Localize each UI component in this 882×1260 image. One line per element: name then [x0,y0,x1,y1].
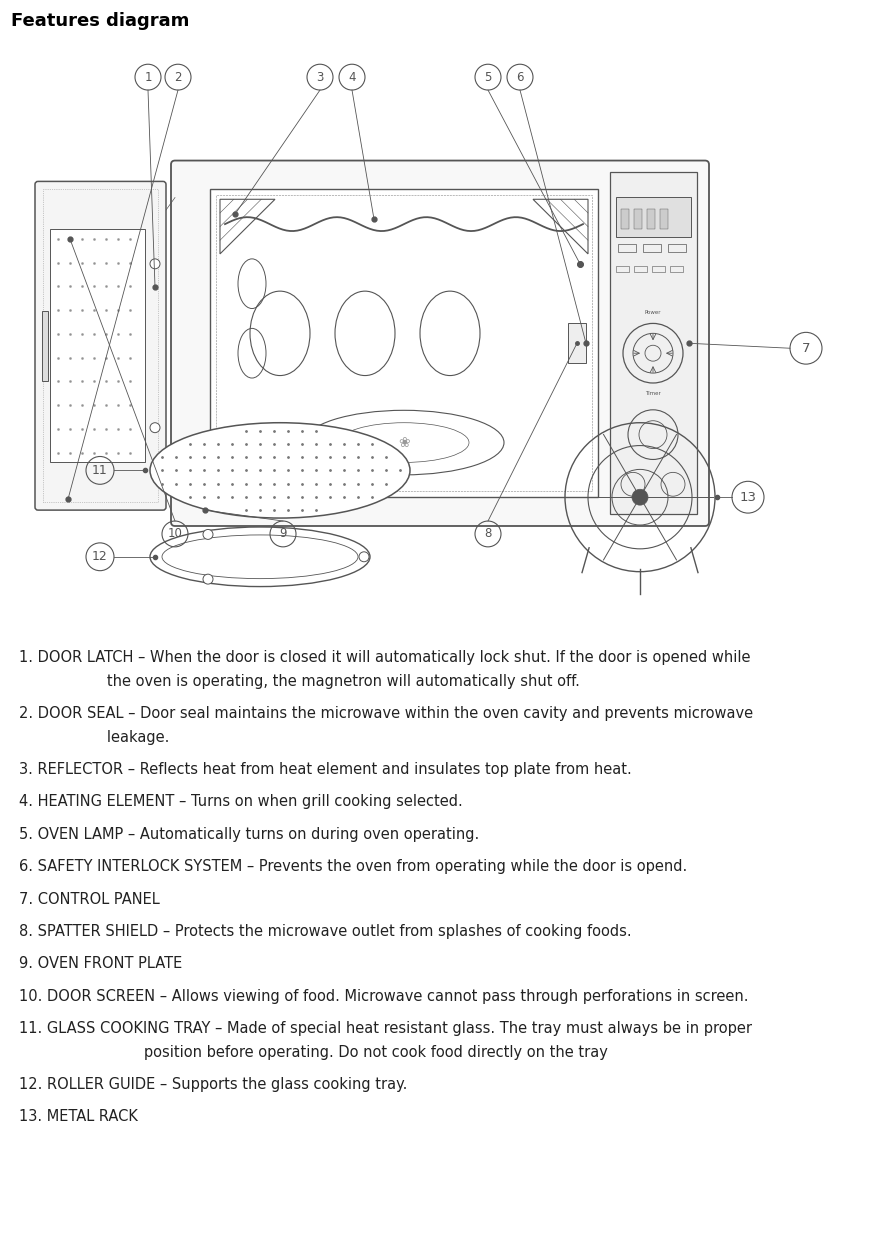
Text: 10: 10 [168,528,183,541]
Text: 7: 7 [802,341,811,355]
Text: 5: 5 [484,71,491,83]
Bar [616,198,691,237]
Bar [216,195,592,491]
Bar [618,244,636,252]
Text: 13: 13 [739,490,757,504]
Text: 3: 3 [317,71,324,83]
Text: Features diagram: Features diagram [11,11,189,30]
Text: 6: 6 [516,71,524,83]
Text: 12. ROLLER GUIDE – Supports the glass cooking tray.: 12. ROLLER GUIDE – Supports the glass co… [19,1077,407,1092]
Bar [634,266,647,272]
Circle shape [150,258,160,268]
FancyBboxPatch shape [171,160,709,525]
Text: leakage.: leakage. [19,730,169,745]
Bar [568,324,586,363]
Bar [610,173,697,514]
Text: 13. METAL RACK: 13. METAL RACK [19,1109,138,1124]
Text: 1: 1 [145,71,152,83]
Circle shape [150,422,160,432]
Bar [647,209,655,229]
Text: 7. CONTROL PANEL: 7. CONTROL PANEL [19,892,161,906]
Text: ❀: ❀ [398,436,410,450]
Text: 2. DOOR SEAL – Door seal maintains the microwave within the oven cavity and prev: 2. DOOR SEAL – Door seal maintains the m… [19,706,753,721]
Text: 5. OVEN LAMP – Automatically turns on during oven operating.: 5. OVEN LAMP – Automatically turns on du… [19,827,480,842]
Bar [668,244,686,252]
FancyBboxPatch shape [35,181,166,510]
Bar [643,244,661,252]
Bar [621,209,629,229]
Ellipse shape [150,422,410,518]
Text: the oven is operating, the magnetron will automatically shut off.: the oven is operating, the magnetron wil… [19,674,580,689]
Bar [50,229,145,462]
Bar [670,266,683,272]
Text: 6. SAFETY INTERLOCK SYSTEM – Prevents the oven from operating while the door is : 6. SAFETY INTERLOCK SYSTEM – Prevents th… [19,859,688,874]
Bar [42,311,48,381]
Circle shape [203,529,213,539]
Text: 2: 2 [175,71,182,83]
Text: 4: 4 [348,71,355,83]
Text: 11: 11 [92,464,108,476]
Text: 4. HEATING ELEMENT – Turns on when grill cooking selected.: 4. HEATING ELEMENT – Turns on when grill… [19,794,463,809]
Text: Timer: Timer [645,391,661,396]
Bar [652,266,665,272]
Text: position before operating. Do not cook food directly on the tray: position before operating. Do not cook f… [19,1045,609,1060]
Bar [210,189,598,498]
Text: Power: Power [645,310,662,315]
Text: 9: 9 [280,528,287,541]
Bar [43,189,158,503]
Text: 8: 8 [484,528,491,541]
Circle shape [632,489,648,505]
Text: 9. OVEN FRONT PLATE: 9. OVEN FRONT PLATE [19,956,183,971]
Text: 11. GLASS COOKING TRAY – Made of special heat resistant glass. The tray must alw: 11. GLASS COOKING TRAY – Made of special… [19,1021,752,1036]
Text: 10. DOOR SCREEN – Allows viewing of food. Microwave cannot pass through perforat: 10. DOOR SCREEN – Allows viewing of food… [19,989,749,1004]
Text: 1. DOOR LATCH – When the door is closed it will automatically lock shut. If the : 1. DOOR LATCH – When the door is closed … [19,650,751,665]
Text: 12: 12 [92,551,108,563]
Text: 8. SPATTER SHIELD – Protects the microwave outlet from splashes of cooking foods: 8. SPATTER SHIELD – Protects the microwa… [19,924,632,939]
Bar [634,209,642,229]
Bar [660,209,668,229]
Circle shape [359,552,369,562]
Text: 3. REFLECTOR – Reflects heat from heat element and insulates top plate from heat: 3. REFLECTOR – Reflects heat from heat e… [19,762,632,777]
Circle shape [203,575,213,585]
Bar [616,266,629,272]
